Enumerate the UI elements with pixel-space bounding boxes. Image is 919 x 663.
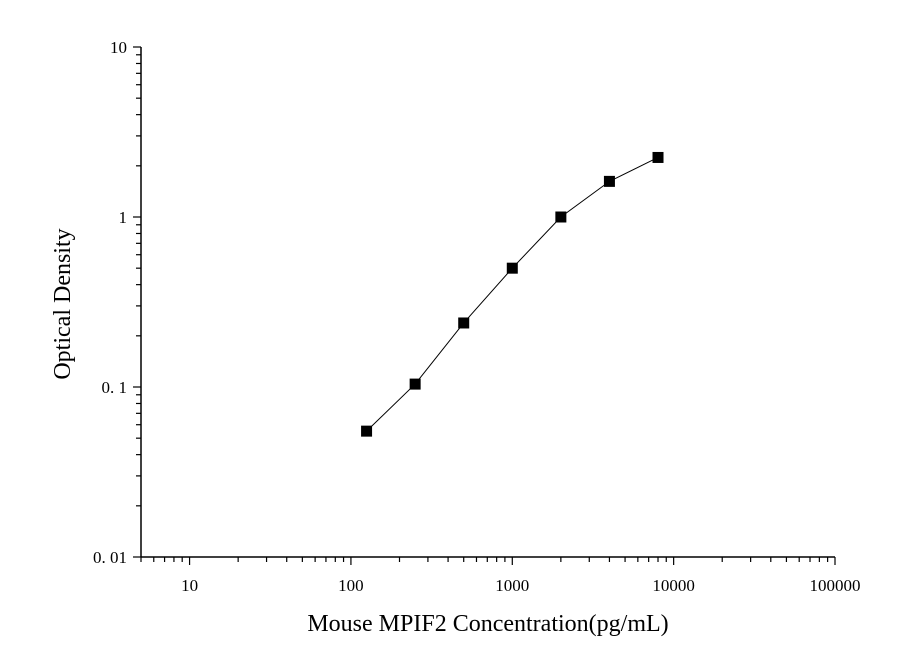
series-line xyxy=(366,157,659,432)
data-point xyxy=(652,151,664,163)
axes xyxy=(140,47,835,558)
y-tick-label: 0. 01 xyxy=(93,548,127,567)
x-axis-title: Mouse MPIF2 Concentration(pg/mL) xyxy=(307,611,668,637)
y-axis-ticks: 0. 01 0. 1 1 10 xyxy=(93,38,141,567)
y-tick-label: 0. 1 xyxy=(102,378,128,397)
x-tick-label: 100000 xyxy=(810,576,861,595)
x-tick-label: 100 xyxy=(338,576,364,595)
data-point xyxy=(361,425,373,437)
x-axis-ticks: 10 100 1000 10000 100000 xyxy=(140,557,861,595)
data-point xyxy=(409,378,421,390)
x-tick-label: 10000 xyxy=(652,576,695,595)
y-tick-label: 10 xyxy=(110,38,127,57)
series-connector xyxy=(366,157,659,432)
x-tick-label: 10 xyxy=(181,576,198,595)
x-tick-label: 1000 xyxy=(495,576,529,595)
data-points xyxy=(361,151,664,437)
y-tick-label: 1 xyxy=(119,208,128,227)
data-point xyxy=(506,262,518,274)
data-point xyxy=(458,317,470,329)
data-point xyxy=(603,175,615,187)
y-axis-title: Optical Density xyxy=(50,228,76,379)
data-point xyxy=(555,211,567,223)
